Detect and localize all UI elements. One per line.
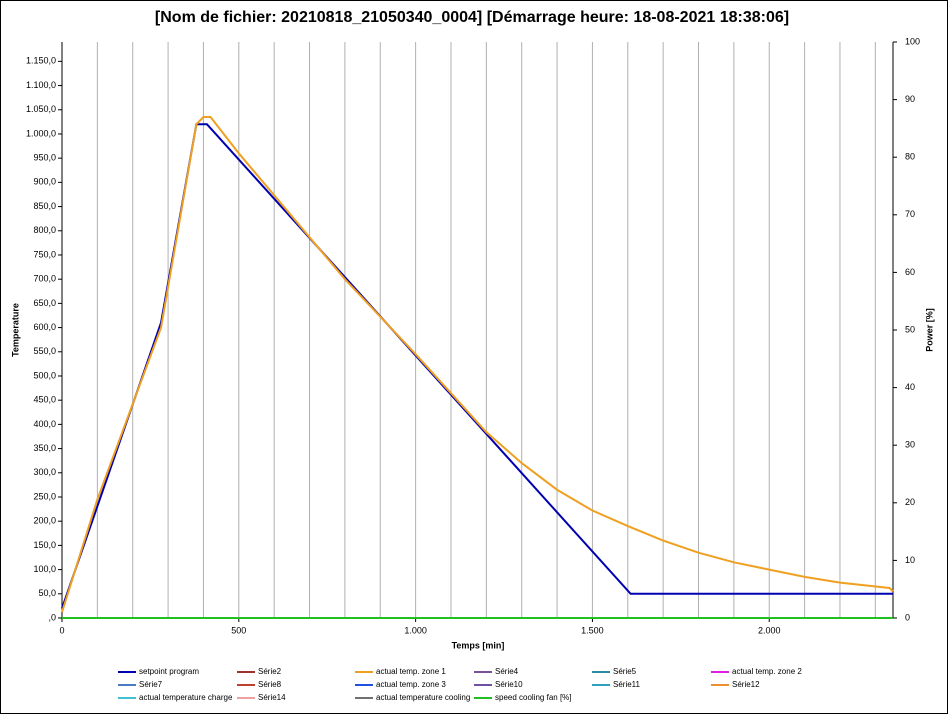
y2-tick-label: 20 xyxy=(905,497,915,507)
x-tick-label: 1.000 xyxy=(404,625,427,635)
y-tick-label: 1.050,0 xyxy=(26,104,56,114)
y2-tick-label: 10 xyxy=(905,555,915,565)
y2-tick-label: 70 xyxy=(905,209,915,219)
y-tick-label: 450,0 xyxy=(33,395,56,405)
legend-label: Série10 xyxy=(495,680,523,689)
legend-label: actual temp. zone 1 xyxy=(376,667,446,676)
y2-tick-label: 60 xyxy=(905,267,915,277)
x-tick-label: 2.000 xyxy=(758,625,781,635)
y-tick-label: 300,0 xyxy=(33,467,56,477)
y-tick-label: 150,0 xyxy=(33,540,56,550)
legend-label: Série12 xyxy=(732,680,760,689)
y-tick-label: 950,0 xyxy=(33,153,56,163)
y-tick-label: 200,0 xyxy=(33,516,56,526)
legend-label: actual temperature charge xyxy=(139,693,233,702)
legend-label: actual temp. zone 3 xyxy=(376,680,446,689)
y-tick-label: 1.000,0 xyxy=(26,128,56,138)
legend-label: setpoint program xyxy=(139,667,199,676)
y2-tick-label: 100 xyxy=(905,36,920,46)
x-axis-title: Temps [min] xyxy=(452,640,505,650)
y-tick-label: 1.100,0 xyxy=(26,80,56,90)
y2-tick-label: 0 xyxy=(905,612,910,622)
y2-tick-label: 90 xyxy=(905,94,915,104)
y2-tick-label: 40 xyxy=(905,382,915,392)
y-tick-label: 50,0 xyxy=(38,588,56,598)
legend-label: Série2 xyxy=(258,667,282,676)
y-tick-label: 750,0 xyxy=(33,249,56,259)
y-tick-label: 350,0 xyxy=(33,443,56,453)
y2-tick-label: 50 xyxy=(905,324,915,334)
legend-label: actual temperature cooling xyxy=(376,693,470,702)
y-tick-label: 900,0 xyxy=(33,177,56,187)
y-tick-label: ,0 xyxy=(48,612,56,622)
x-tick-label: 500 xyxy=(231,625,246,635)
legend-label: Série14 xyxy=(258,693,286,702)
y2-tick-label: 30 xyxy=(905,440,915,450)
y-tick-label: 100,0 xyxy=(33,564,56,574)
y-tick-label: 400,0 xyxy=(33,419,56,429)
legend-label: Série5 xyxy=(613,667,637,676)
y-tick-label: 850,0 xyxy=(33,201,56,211)
y-tick-label: 700,0 xyxy=(33,274,56,284)
y2-axis-title: Power [%] xyxy=(924,308,934,352)
legend-label: speed cooling fan [%] xyxy=(495,693,572,702)
y-tick-label: 600,0 xyxy=(33,322,56,332)
legend-label: Série8 xyxy=(258,680,282,689)
legend-label: Série11 xyxy=(613,680,641,689)
y-axis-title: Temperature xyxy=(10,303,20,357)
x-tick-label: 1.500 xyxy=(581,625,604,635)
series-line xyxy=(61,116,894,613)
x-tick-label: 0 xyxy=(59,625,64,635)
y-tick-label: 250,0 xyxy=(33,491,56,501)
legend-label: Série4 xyxy=(495,667,519,676)
y-tick-label: 650,0 xyxy=(33,298,56,308)
y-tick-label: 800,0 xyxy=(33,225,56,235)
legend-label: Série7 xyxy=(139,680,163,689)
y-tick-label: 1.150,0 xyxy=(26,56,56,66)
legend-label: actual temp. zone 2 xyxy=(732,667,802,676)
chart-title: [Nom de fichier: 20210818_21050340_0004]… xyxy=(155,9,789,26)
y-tick-label: 550,0 xyxy=(33,346,56,356)
y-tick-label: 500,0 xyxy=(33,370,56,380)
y2-tick-label: 80 xyxy=(905,152,915,162)
